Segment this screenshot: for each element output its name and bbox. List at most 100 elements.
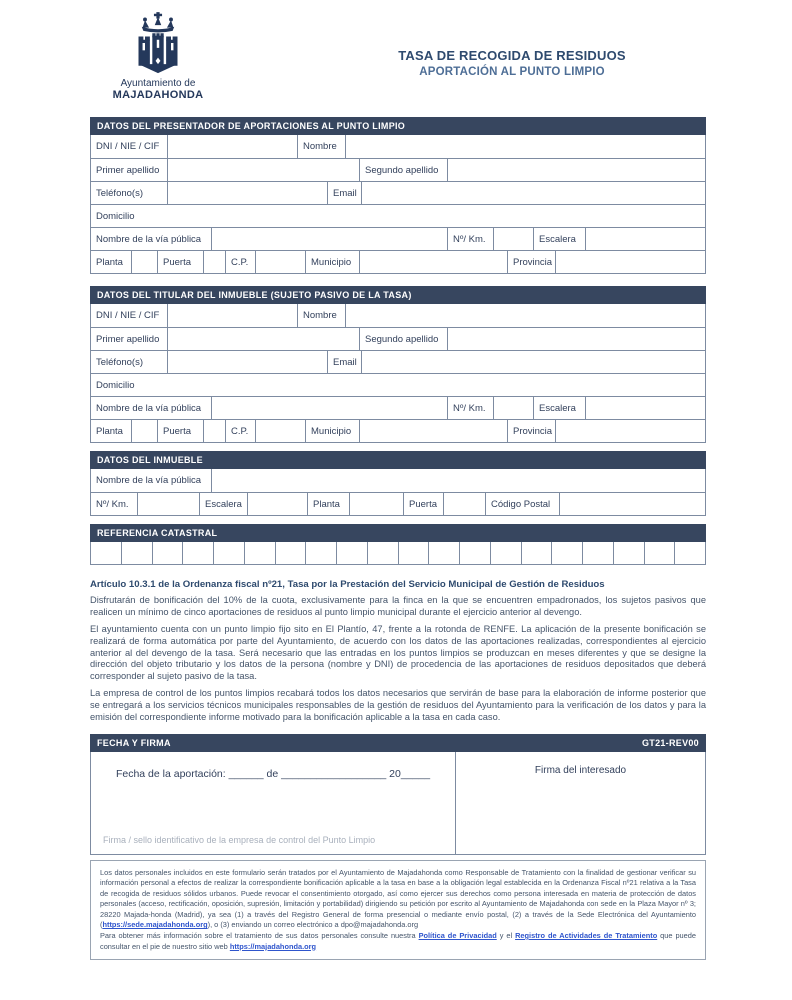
catastral-cell[interactable]	[674, 542, 705, 564]
firma-interesado-area[interactable]: Firma del interesado	[456, 752, 705, 854]
presenter-row-apellidos: Primer apellido Segundo apellido	[91, 158, 705, 181]
catastral-cell[interactable]	[336, 542, 367, 564]
catastral-row	[90, 542, 706, 565]
org-name-line2: MAJADAHONDA	[112, 89, 204, 101]
politica-privacidad-link[interactable]: Política de Privacidad	[418, 931, 497, 940]
titular-nombre-input[interactable]	[345, 304, 705, 327]
presenter-telefono-input[interactable]	[167, 182, 327, 204]
puerta-label: Puerta	[403, 493, 443, 515]
titular-puerta-input[interactable]	[203, 420, 225, 442]
page-header: Ayuntamiento de MAJADAHONDA TASA DE RECO…	[90, 0, 706, 117]
fecha-aportacion-area[interactable]: Fecha de la aportación: ______ de ______…	[91, 751, 456, 854]
presenter-cp-input[interactable]	[255, 251, 305, 273]
segundo-apellido-label: Segundo apellido	[359, 159, 447, 181]
presenter-num-input[interactable]	[493, 228, 533, 250]
catastral-cell[interactable]	[366, 542, 398, 564]
catastral-cell[interactable]	[213, 542, 244, 564]
titular-planta-input[interactable]	[131, 420, 157, 442]
org-name-line1: Ayuntamiento de	[120, 78, 196, 89]
section-header-presenter-label: DATOS DEL PRESENTADOR DE APORTACIONES AL…	[97, 121, 406, 131]
section-catastral: REFERENCIA CATASTRAL	[90, 524, 706, 565]
presenter-planta-input[interactable]	[131, 251, 157, 273]
catastral-cell[interactable]	[305, 542, 336, 564]
sede-electronica-link[interactable]: https://sede.majadahonda.org	[102, 920, 208, 930]
catastral-cell[interactable]	[643, 542, 675, 564]
catastral-cell[interactable]	[91, 542, 121, 564]
domicilio-label: Domicilio	[96, 210, 135, 222]
privacy-paragraph-2: Para obtener más información sobre el tr…	[100, 931, 696, 952]
catastral-cell[interactable]	[151, 542, 183, 564]
fecha-aportacion-line: Fecha de la aportación: ______ de ______…	[115, 767, 431, 780]
catastral-cell[interactable]	[274, 542, 306, 564]
presenter-dni-input[interactable]	[167, 135, 297, 158]
titular-municipio-input[interactable]	[359, 420, 507, 442]
email-label: Email	[327, 351, 361, 373]
presenter-primer-apellido-input[interactable]	[167, 159, 359, 181]
catastral-cell[interactable]	[551, 542, 582, 564]
titular-provincia-input[interactable]	[555, 420, 705, 442]
titular-row-identity: DNI / NIE / CIF Nombre	[91, 304, 705, 327]
section-presenter: DATOS DEL PRESENTADOR DE APORTACIONES AL…	[90, 117, 706, 274]
article-paragraph-3: La empresa de control de los puntos limp…	[90, 688, 706, 723]
planta-label: Planta	[96, 256, 123, 268]
via-label: Nombre de la vía pública	[96, 475, 202, 486]
more-info-text-2: y el	[496, 931, 516, 940]
cp-label: C.P.	[225, 251, 255, 273]
section-fecha-firma: FECHA Y FIRMA GT21-REV00 Fecha de la apo…	[90, 733, 706, 855]
firma-empresa-hint: Firma / sello identificativo de la empre…	[103, 834, 376, 845]
majadahonda-web-link[interactable]: https://majadahonda.org	[229, 941, 317, 951]
section-titular: DATOS DEL TITULAR DEL INMUEBLE (SUJETO P…	[90, 286, 706, 443]
catastral-cell[interactable]	[243, 542, 275, 564]
catastral-cell[interactable]	[459, 542, 490, 564]
section-header-titular: DATOS DEL TITULAR DEL INMUEBLE (SUJETO P…	[90, 286, 706, 304]
titular-telefono-input[interactable]	[167, 351, 327, 373]
titular-primer-apellido-input[interactable]	[167, 328, 359, 350]
catastral-cell[interactable]	[489, 542, 521, 564]
catastral-cell[interactable]	[120, 542, 152, 564]
inmueble-escalera-input[interactable]	[247, 493, 307, 515]
titular-row-via: Nombre de la vía pública Nº/ Km. Escaler…	[91, 396, 705, 419]
presenter-escalera-input[interactable]	[585, 228, 705, 250]
presenter-puerta-input[interactable]	[203, 251, 225, 273]
catastral-cell[interactable]	[582, 542, 613, 564]
titular-num-input[interactable]	[493, 397, 533, 419]
registro-actividades-link[interactable]: Registro de Actividades de Tratamiento	[515, 931, 658, 940]
inmueble-puerta-input[interactable]	[443, 493, 485, 515]
presenter-segundo-apellido-input[interactable]	[447, 159, 705, 181]
titular-segundo-apellido-input[interactable]	[447, 328, 705, 350]
telefono-label: Teléfono(s)	[96, 356, 143, 368]
via-label: Nombre de la vía pública	[96, 402, 202, 414]
catastral-cell[interactable]	[612, 542, 644, 564]
telefono-label: Teléfono(s)	[96, 187, 143, 199]
titular-via-input[interactable]	[211, 397, 447, 419]
section-header-fecha-firma: FECHA Y FIRMA GT21-REV00	[90, 733, 706, 752]
titular-dni-input[interactable]	[167, 304, 297, 327]
inmueble-planta-input[interactable]	[349, 493, 403, 515]
provincia-label: Provincia	[507, 251, 555, 273]
catastral-cell[interactable]	[182, 542, 213, 564]
catastral-cell[interactable]	[428, 542, 459, 564]
titular-escalera-input[interactable]	[585, 397, 705, 419]
catastral-cell[interactable]	[397, 542, 429, 564]
inmueble-num-input[interactable]	[137, 493, 199, 515]
nombre-label: Nombre	[297, 135, 345, 158]
dni-label: DNI / NIE / CIF	[96, 141, 160, 152]
presenter-via-input[interactable]	[211, 228, 447, 250]
codigo-postal-label: Código Postal	[485, 493, 559, 515]
section-inmueble: DATOS DEL INMUEBLE Nombre de la vía públ…	[90, 451, 706, 516]
titular-cp-input[interactable]	[255, 420, 305, 442]
titular-row-planta: Planta Puerta C.P. Municipio Provincia	[91, 419, 705, 442]
presenter-provincia-input[interactable]	[555, 251, 705, 273]
planta-label: Planta	[96, 425, 123, 437]
via-label: Nombre de la vía pública	[96, 233, 202, 245]
presenter-nombre-input[interactable]	[345, 135, 705, 158]
presenter-email-input[interactable]	[361, 182, 705, 204]
inmueble-via-input[interactable]	[211, 469, 705, 492]
catastral-cell[interactable]	[520, 542, 552, 564]
majadahonda-crest-icon	[138, 12, 178, 74]
titular-email-input[interactable]	[361, 351, 705, 373]
presenter-municipio-input[interactable]	[359, 251, 507, 273]
inmueble-codigo-postal-input[interactable]	[559, 493, 705, 515]
presenter-row-domicilio: Domicilio	[91, 204, 705, 227]
